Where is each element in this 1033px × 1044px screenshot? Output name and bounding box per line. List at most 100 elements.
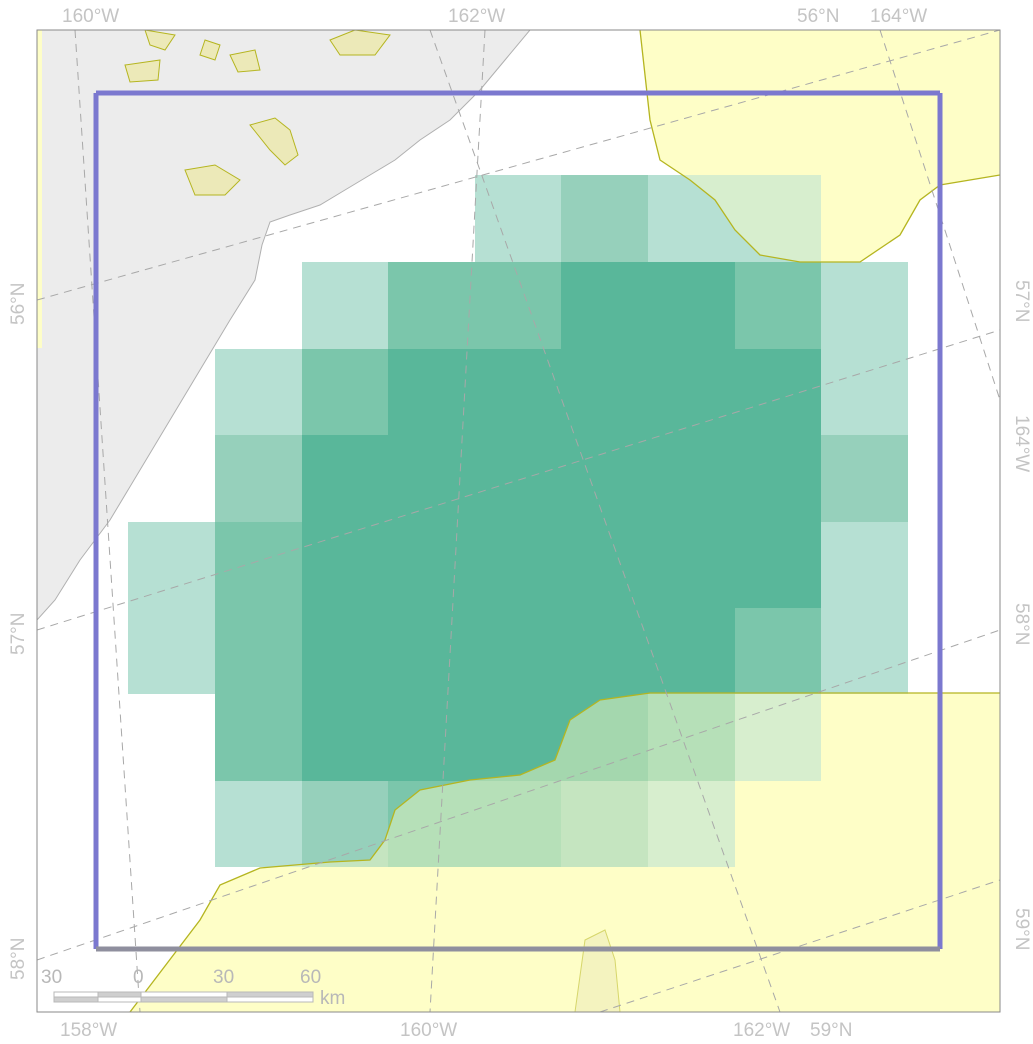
grid-cell [821,522,908,608]
grid-cell [302,435,388,522]
grid-cell [735,262,821,349]
grid-cell [735,349,821,435]
grid-cell [215,608,302,694]
scale-tick-1: 30 [41,967,62,988]
zone-top-right-edge [639,30,1000,263]
label-left-lat-3: 58°N [8,938,29,980]
scale-unit: km [320,988,345,1009]
label-top-lon-1: 160°W [62,6,119,27]
grid-cell [561,262,648,349]
zone-bottom-overlay [130,693,1000,1012]
grid-cell [561,175,648,262]
grid-cell [302,522,388,608]
grid-cell [648,694,735,781]
grid-cell [735,694,821,781]
land-mainland [37,30,531,621]
grid-cell [215,435,302,522]
grid-cell [388,262,475,349]
island-5 [124,59,161,83]
island-2 [249,117,299,166]
grid-cell [388,781,475,867]
grid-cell [735,175,821,262]
grid-cell [215,522,302,608]
grid-cell [388,435,475,522]
map-frame [36,29,1001,1013]
grid-cell [302,608,388,694]
grid-cell [648,522,735,608]
grid-cell [821,435,908,522]
grid-cell [128,522,215,608]
graticule-lon-2 [429,30,486,1012]
grid-cell [215,781,302,867]
grid-cell [735,435,821,522]
grid-cell [215,349,302,435]
grid-cell [561,781,648,867]
grid-cell [475,175,561,262]
grid-cell [648,349,735,435]
island-3 [184,164,241,196]
grid-cell [648,175,735,262]
grid-cell [388,608,475,694]
island-4 [144,30,176,51]
grid-cell [388,522,475,608]
grid-cell [735,608,821,694]
grid-cell [388,694,475,781]
island-1 [329,30,391,56]
grid-cell [475,349,561,435]
label-right-lon: 164°W [1011,415,1032,472]
grid-cell [648,781,735,867]
island-6 [199,39,221,61]
grid-cell [648,262,735,349]
graticule-lon-4 [879,30,1000,401]
grid-cell [388,349,475,435]
grid-cell [475,694,561,781]
grid-cell [302,349,388,435]
label-top-lon-3: 164°W [870,6,927,27]
label-bottom-lat: 59°N [810,1020,852,1041]
label-right-lat-2: 58°N [1011,603,1032,645]
grid-cell [648,435,735,522]
grid-cell [128,608,215,694]
label-top-lat: 56°N [797,6,839,27]
grid-cell [561,349,648,435]
bounding-box [93,90,943,952]
zone-left-strip [37,30,42,348]
label-left-lat-2: 57°N [8,613,29,655]
scale-bar: 30 0 30 60 km [41,967,345,1009]
zone-top-right-overlay [640,30,1000,262]
grid-cells [128,175,908,867]
label-bottom-lon-1: 158°W [60,1020,117,1041]
scale-tick-4: 60 [300,967,321,988]
scale-tick-3: 30 [213,967,234,988]
grid-cell [821,608,908,694]
grid-cell [215,694,302,781]
label-bottom-lon-3: 162°W [733,1020,790,1041]
grid-cell [475,608,561,694]
graticule-lat-2 [37,329,1000,631]
grid-cell [561,435,648,522]
graticule-lat-1 [37,30,1000,301]
label-right-lat-1: 57°N [1011,280,1032,322]
graticule-lat-3 [37,629,1000,961]
label-left-lat-1: 56°N [8,283,29,325]
island-7 [229,49,261,73]
grid-cell [561,522,648,608]
zone-bottom-edge [129,692,1000,1012]
grid-cell [561,694,648,781]
graticule-lat-4 [599,879,1000,1012]
grid-cell [475,522,561,608]
grid-cell [821,262,908,349]
graticule-lon-3 [429,30,781,1012]
grid-cell [475,435,561,522]
grid-cell [821,349,908,435]
grid-cell [475,262,561,349]
label-bottom-lon-2: 160°W [400,1020,457,1041]
grid-cell [561,608,648,694]
grid-cell [302,694,388,781]
scale-tick-2: 0 [133,967,144,988]
grid-cell [735,522,821,608]
label-top-lon-2: 162°W [448,6,505,27]
grid-cell [302,781,388,867]
